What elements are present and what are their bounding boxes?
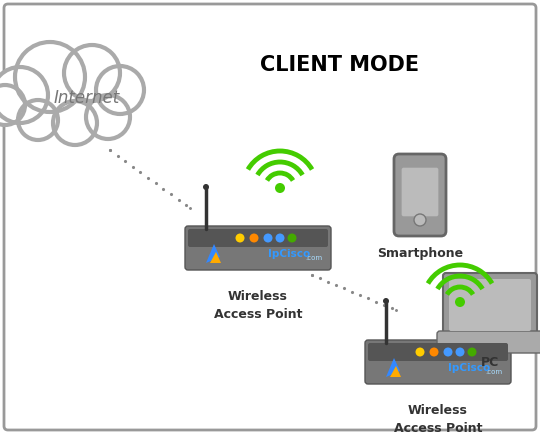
Text: IpCisco: IpCisco (448, 363, 490, 373)
Circle shape (414, 214, 426, 226)
Circle shape (455, 297, 465, 307)
Text: CLIENT MODE: CLIENT MODE (260, 55, 420, 75)
Circle shape (287, 233, 296, 243)
Circle shape (468, 348, 476, 356)
Circle shape (235, 233, 245, 243)
Polygon shape (206, 244, 220, 263)
Circle shape (415, 348, 424, 356)
Text: IpCisco: IpCisco (268, 249, 310, 259)
Circle shape (96, 66, 144, 114)
FancyBboxPatch shape (402, 168, 438, 216)
FancyBboxPatch shape (394, 154, 446, 236)
Circle shape (275, 183, 285, 193)
FancyBboxPatch shape (368, 343, 508, 361)
Text: PC: PC (481, 356, 499, 369)
FancyBboxPatch shape (437, 331, 540, 353)
FancyBboxPatch shape (185, 226, 331, 270)
Circle shape (429, 348, 438, 356)
Circle shape (383, 298, 389, 304)
Text: Smartphone: Smartphone (377, 247, 463, 260)
FancyBboxPatch shape (4, 4, 536, 430)
Polygon shape (386, 358, 400, 377)
Text: Wireless
Access Point: Wireless Access Point (394, 404, 482, 434)
Circle shape (0, 67, 48, 123)
Circle shape (456, 348, 464, 356)
Text: .com: .com (305, 255, 322, 261)
Circle shape (275, 233, 285, 243)
Circle shape (18, 100, 58, 140)
Circle shape (0, 85, 25, 125)
Circle shape (203, 184, 209, 190)
Polygon shape (390, 366, 401, 377)
Circle shape (64, 45, 120, 101)
Polygon shape (210, 252, 221, 263)
Text: Internet: Internet (54, 89, 120, 107)
Circle shape (443, 348, 453, 356)
Circle shape (15, 42, 85, 112)
Circle shape (53, 101, 97, 145)
FancyBboxPatch shape (443, 273, 537, 337)
Circle shape (86, 95, 130, 139)
Text: .com: .com (485, 369, 502, 375)
Text: Wireless
Access Point: Wireless Access Point (214, 290, 302, 321)
FancyBboxPatch shape (449, 279, 531, 331)
FancyBboxPatch shape (188, 229, 328, 247)
Circle shape (249, 233, 259, 243)
Circle shape (264, 233, 273, 243)
FancyBboxPatch shape (365, 340, 511, 384)
